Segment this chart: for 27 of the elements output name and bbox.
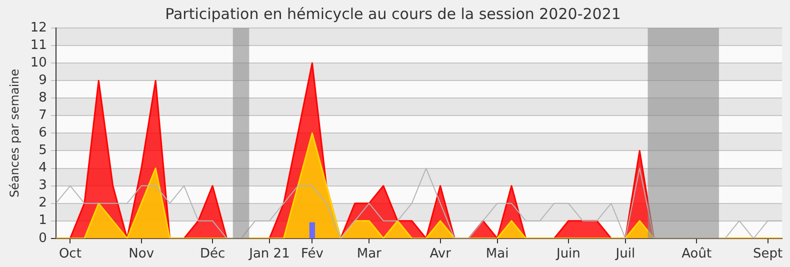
x-tick-label: Nov bbox=[128, 246, 154, 262]
x-tick-label: Mai bbox=[486, 246, 509, 262]
y-tick-label: 12 bbox=[30, 20, 47, 36]
y-tick-label: 0 bbox=[38, 230, 47, 246]
x-tick-label: Sept bbox=[752, 246, 783, 262]
x-tick-label: Déc bbox=[200, 246, 226, 262]
y-tick-label: 1 bbox=[38, 213, 47, 228]
y-tick-label: 3 bbox=[38, 178, 47, 194]
x-tick-label: Fév bbox=[300, 246, 324, 262]
y-tick-label: 6 bbox=[38, 126, 47, 141]
y-tick-label: 5 bbox=[38, 143, 47, 158]
chart-title: Participation en hémicycle au cours de la session 2020-2021 bbox=[165, 4, 621, 23]
y-tick-label: 4 bbox=[38, 160, 47, 176]
y-tick-label: 10 bbox=[30, 55, 47, 70]
y-tick-label: 9 bbox=[38, 72, 47, 88]
y-tick-label: 2 bbox=[38, 196, 47, 211]
x-tick-label: Mar bbox=[356, 246, 382, 262]
x-tick-label: Jan 21 bbox=[248, 246, 290, 262]
y-axis-title: Séances par semaine bbox=[7, 68, 22, 198]
x-tick-label: Avr bbox=[430, 246, 452, 262]
x-tick-label: Août bbox=[682, 246, 712, 262]
y-tick-label: 7 bbox=[38, 108, 47, 124]
x-tick-label: Juil bbox=[614, 246, 636, 262]
y-tick-label: 8 bbox=[38, 90, 47, 106]
x-tick-label: Oct bbox=[58, 246, 82, 262]
x-tick-label: Juin bbox=[555, 246, 580, 262]
y-tick-label: 11 bbox=[30, 38, 47, 53]
